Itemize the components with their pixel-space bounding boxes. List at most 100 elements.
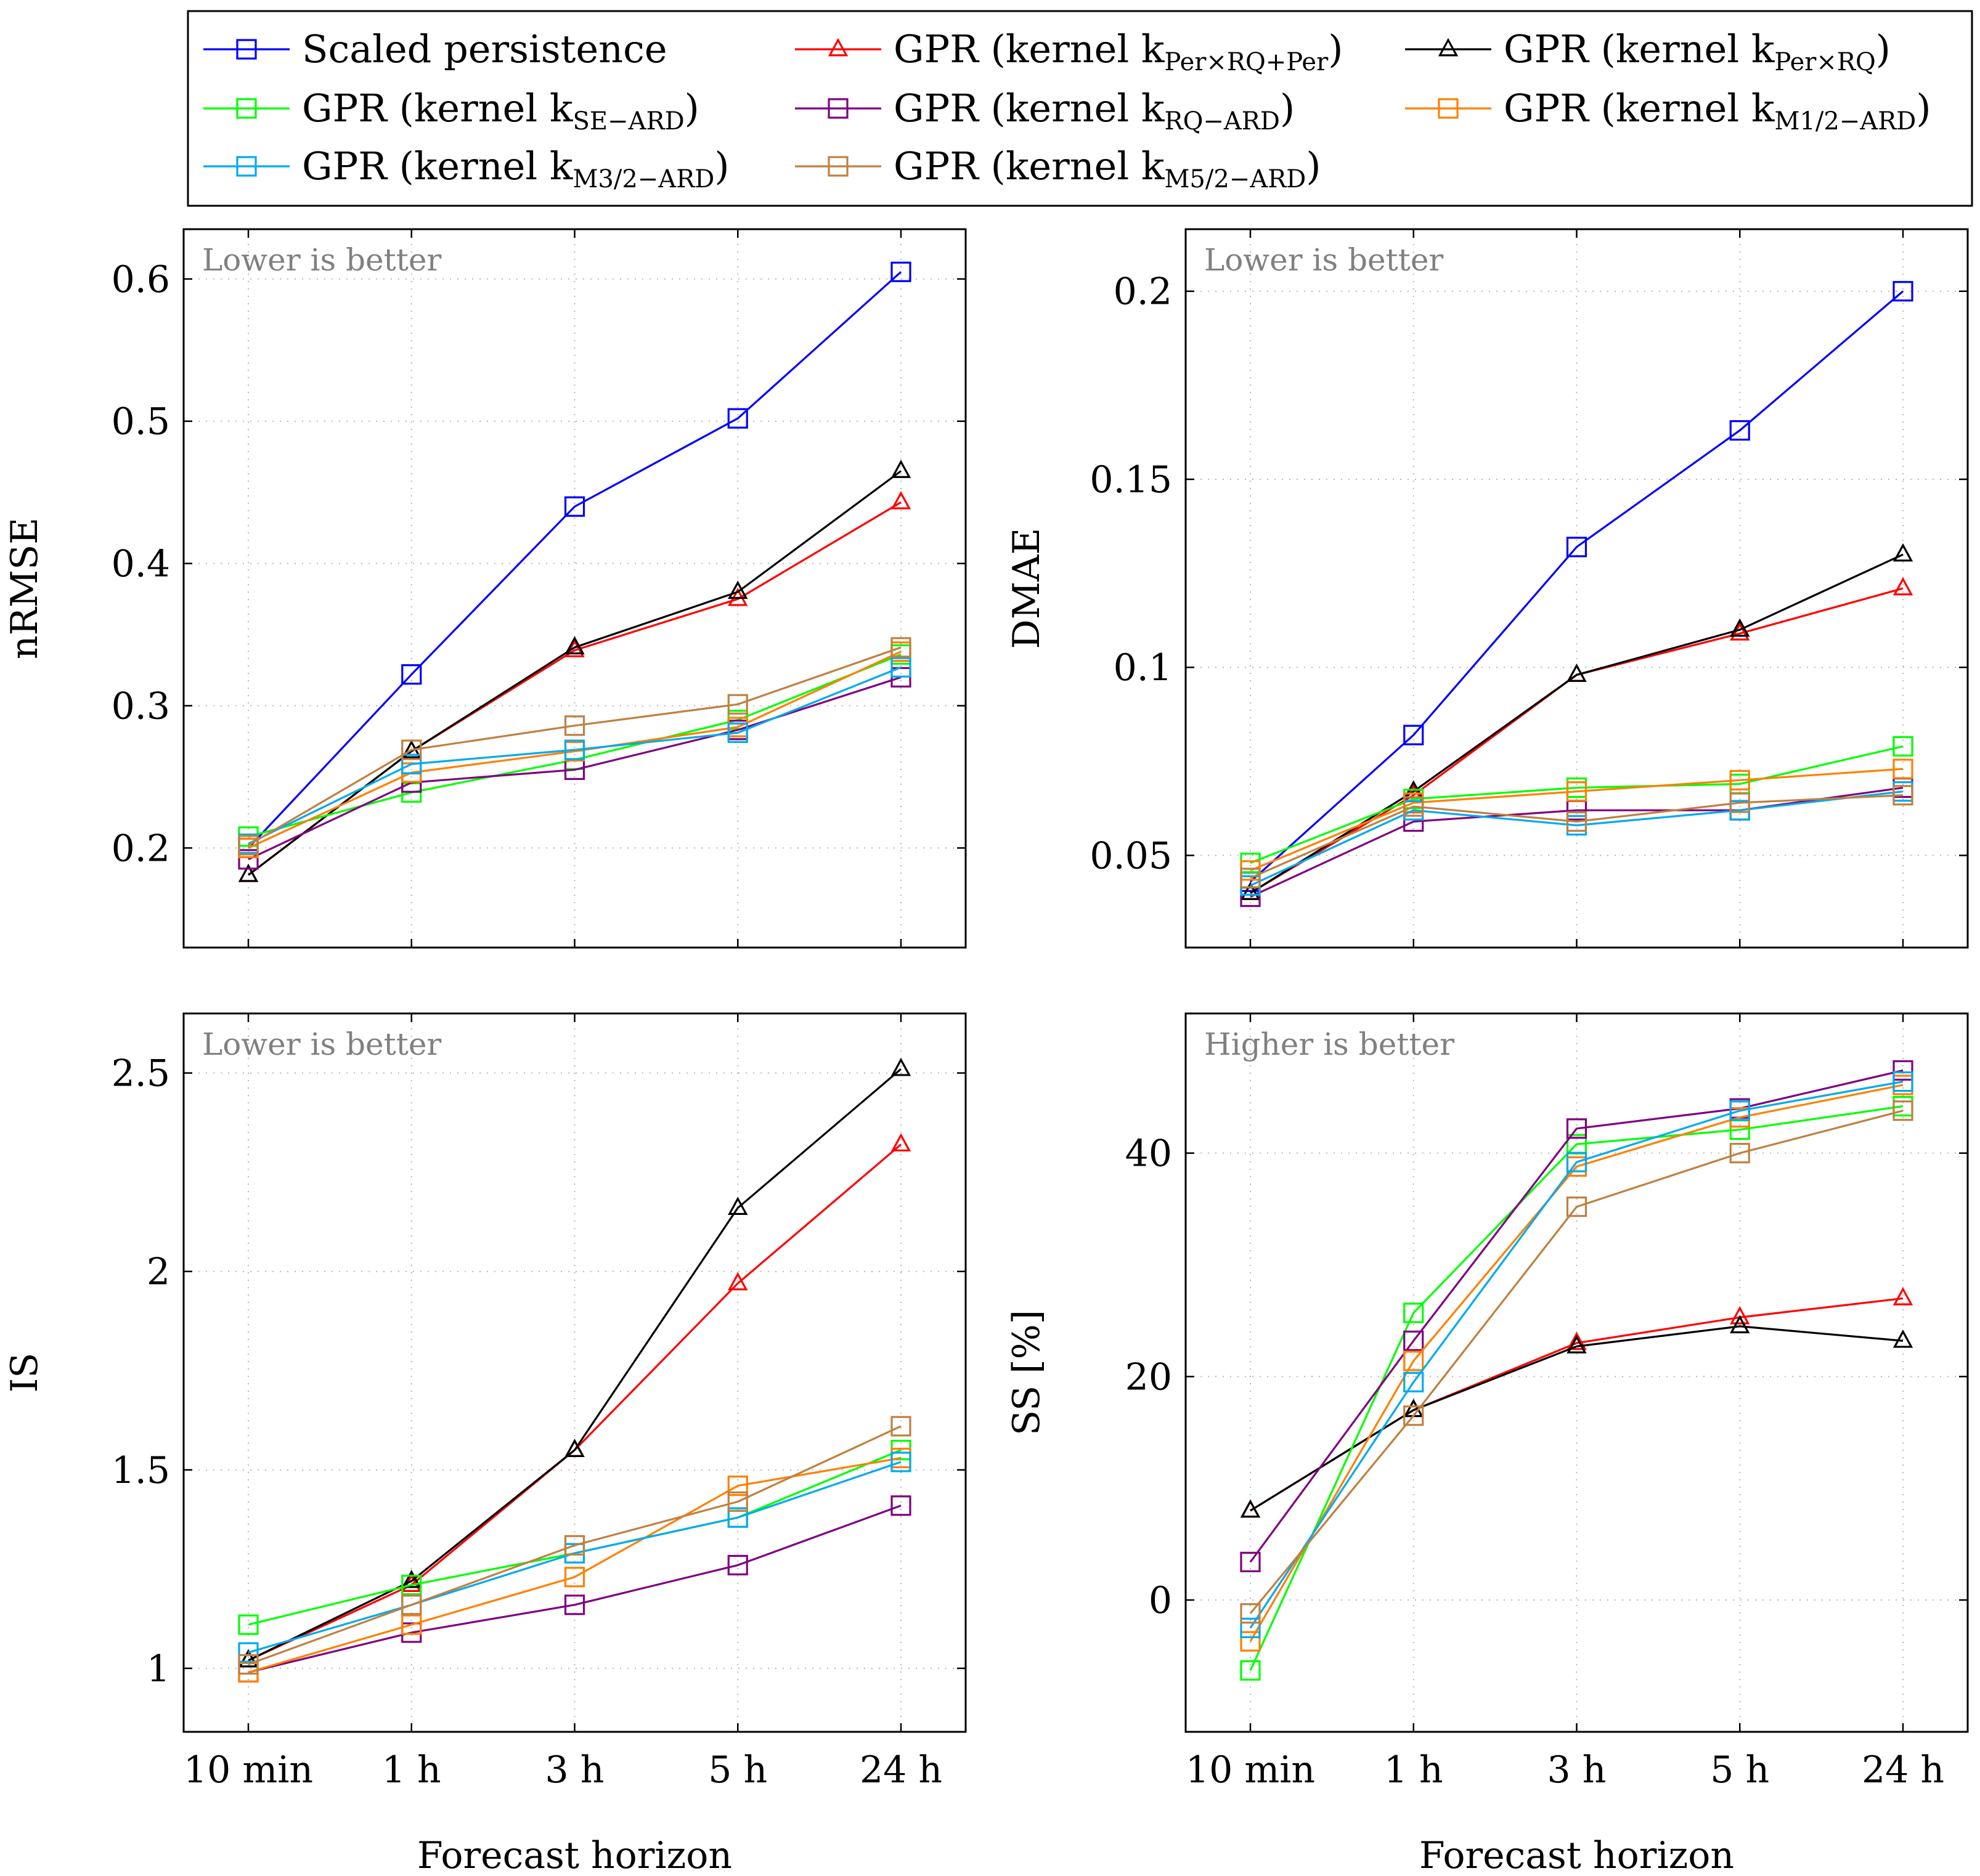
point-perrqper-3 [728, 1272, 748, 1291]
series-m52-ss [1240, 1100, 1913, 1624]
ytick-label-2-3: 2.5 [112, 1052, 170, 1095]
line-perrqper [1250, 587, 1904, 894]
point-m12-2 [1566, 781, 1587, 802]
point-m32-3 [1729, 1100, 1750, 1121]
ylabel-dmae: DMAE [1005, 528, 1048, 649]
line-persistence [247, 271, 902, 849]
point-m12-1 [401, 1614, 422, 1635]
legend-label-perrq: GPR (kernel kPer×RQ) [1504, 26, 1891, 76]
line-m32 [1249, 1081, 1904, 1629]
point-rq-1 [1403, 1330, 1424, 1351]
point-perrq-2 [1566, 1335, 1587, 1354]
plot-frame-dmae [1184, 228, 1969, 949]
point-m12-4 [1892, 758, 1913, 779]
line-m12 [1250, 768, 1904, 872]
legend-entry-m32: GPR (kernel kM3/2−ARD) [203, 144, 730, 193]
ytick-label-3-1: 20 [1125, 1355, 1172, 1399]
series-perrq-is [238, 1057, 911, 1668]
legend-label-m52: GPR (kernel kM5/2−ARD) [894, 144, 1321, 193]
legend-label-rq: GPR (kernel kRQ−ARD) [894, 86, 1295, 136]
point-m52-3 [727, 694, 748, 715]
point-m52-1 [401, 1594, 422, 1615]
line-rq [1249, 1069, 1904, 1563]
point-m52-0 [1240, 867, 1261, 888]
legend-entry-rq: GPR (kernel kRQ−ARD) [795, 86, 1295, 136]
ytick-label-0-0: 0.2 [112, 827, 170, 870]
point-rq-2 [1566, 1118, 1587, 1139]
point-m52-1 [1403, 1405, 1424, 1426]
xtick-label-3-h: 3 h [1547, 1748, 1607, 1792]
point-rq-0 [238, 849, 259, 870]
panel-ss: 0 20 40 10 min 1 h 3 h 5 h 24 h SS [%] Forecast h… [1005, 1012, 1969, 1876]
legend-marker-perrqper [828, 38, 849, 57]
point-perrq-4 [1892, 1329, 1913, 1348]
legend-marker-perrq [1438, 38, 1459, 57]
point-perrq-0 [238, 1649, 259, 1668]
annotation-is: Lower is better [202, 1026, 441, 1062]
legend-marker-m52 [828, 156, 849, 177]
legend: Scaled persistence GPR (kernel kPer×RQ+Pe… [187, 10, 1973, 207]
annotation-nrmse: Lower is better [202, 242, 441, 278]
point-perrq-3 [1730, 618, 1750, 637]
point-rq-4 [1892, 1060, 1913, 1081]
point-perrq-0 [1240, 882, 1261, 900]
plot-frame-ss [1184, 1012, 1969, 1733]
ytick-label-0-4: 0.6 [112, 258, 170, 301]
ytick-label-3-2: 40 [1125, 1132, 1172, 1176]
legend-marker-persistence [236, 39, 257, 60]
point-m52-3 [1729, 1143, 1750, 1164]
legend-marker-m12 [1438, 98, 1459, 119]
point-perrqper-2 [564, 639, 585, 657]
point-rq-0 [1240, 1551, 1261, 1572]
xtick-label-5-h: 5 h [1710, 1748, 1769, 1792]
series-se-ss [1240, 1095, 1913, 1681]
series-perrq-dmae [1240, 543, 1913, 900]
series-perrqper-nrmse [238, 490, 911, 882]
xtick-label-3-h: 3 h [545, 1748, 605, 1792]
series-m52-dmae [1240, 785, 1913, 888]
legend-label-persistence: Scaled persistence [302, 26, 667, 71]
point-m52-3 [727, 1491, 748, 1512]
annotation-ss: Higher is better [1204, 1026, 1454, 1062]
point-perrq-2 [564, 1439, 585, 1457]
point-m12-1 [1403, 1350, 1424, 1371]
point-perrq-4 [890, 460, 911, 478]
series-m32-ss [1240, 1071, 1913, 1638]
ylabel-ss: SS [%] [1005, 1310, 1048, 1435]
series-m12-is [238, 1447, 911, 1683]
point-m32-4 [890, 1452, 911, 1472]
legend-box [187, 10, 1973, 207]
point-m52-0 [238, 1654, 259, 1675]
line-perrq [1250, 553, 1904, 894]
point-persistence-2 [1566, 537, 1587, 558]
line-m32 [248, 666, 902, 845]
xtick-label-1-h: 1 h [1384, 1748, 1443, 1792]
xlabel-ss: Forecast horizon [1419, 1834, 1734, 1876]
ylabel-is: IS [3, 1353, 46, 1393]
line-m12 [1249, 1084, 1904, 1642]
ytick-label-2-1: 1.5 [112, 1449, 170, 1492]
xtick-label-24-h: 24 h [860, 1748, 942, 1792]
line-persistence [1249, 290, 1904, 883]
line-m52 [1249, 1110, 1904, 1614]
xtick-label-24-h: 24 h [1862, 1748, 1944, 1792]
point-m52-3 [1729, 792, 1750, 813]
point-m12-2 [564, 1567, 585, 1588]
point-m32-1 [1403, 1371, 1424, 1393]
ytick-label-0-1: 0.3 [112, 684, 170, 728]
point-m12-3 [727, 1475, 748, 1496]
point-m52-2 [564, 1535, 585, 1556]
legend-entry-m12: GPR (kernel kM1/2−ARD) [1405, 86, 1931, 136]
ytick-label-0-3: 0.5 [112, 400, 170, 444]
ytick-label-1-0: 0.05 [1090, 834, 1172, 877]
point-perrq-4 [890, 1057, 911, 1076]
series-perrq-nrmse [238, 460, 911, 882]
ylabel-nrmse: nRMSE [3, 518, 46, 659]
point-perrqper-4 [1892, 1287, 1913, 1305]
legend-label-se: GPR (kernel kSE−ARD) [302, 86, 699, 136]
point-persistence-1 [1403, 725, 1424, 745]
point-m12-3 [1729, 769, 1750, 790]
point-m52-4 [1892, 785, 1913, 806]
ytick-label-3-0: 0 [1149, 1579, 1172, 1622]
point-perrq-0 [238, 863, 259, 882]
